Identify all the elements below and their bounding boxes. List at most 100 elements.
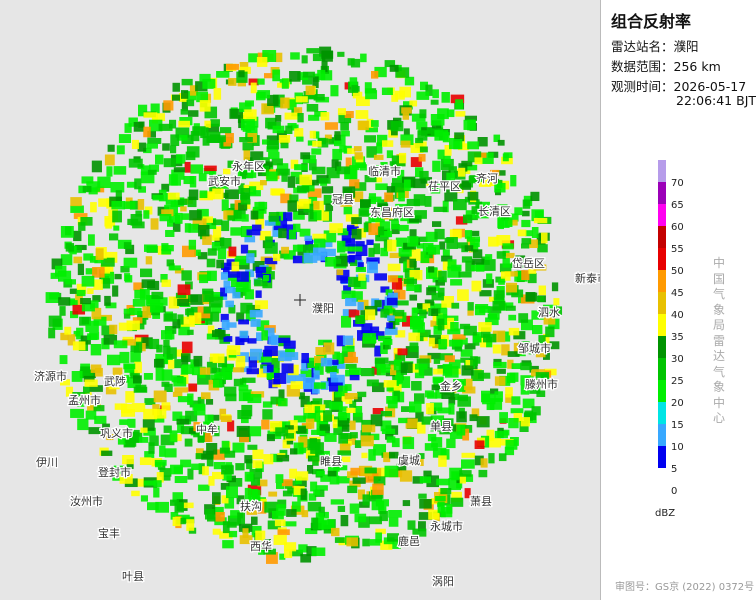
radar-echo	[351, 217, 362, 225]
place-label: 鹿邑	[398, 534, 420, 548]
radar-echo	[371, 366, 381, 375]
radar-echo	[496, 170, 506, 176]
radar-echo	[140, 427, 148, 433]
radar-echo	[188, 239, 197, 250]
radar-echo	[109, 324, 118, 335]
radar-echo	[234, 255, 249, 266]
place-label: 冠县	[332, 193, 354, 206]
radar-echo	[531, 227, 539, 238]
radar-echo	[143, 408, 158, 420]
radar-echo	[228, 271, 241, 278]
radar-echo	[201, 392, 211, 400]
radar-echo	[350, 432, 358, 439]
radar-echo	[202, 218, 217, 230]
radar-echo	[371, 210, 385, 223]
radar-echo	[533, 264, 547, 271]
radar-echo	[332, 351, 340, 360]
radar-echo	[399, 152, 407, 164]
radar-echo	[172, 319, 181, 329]
radar-echo	[433, 303, 447, 309]
radar-echo	[437, 108, 449, 120]
radar-echo	[293, 426, 307, 434]
radar-echo	[197, 252, 208, 260]
radar-echo	[397, 376, 411, 388]
radar-echo	[387, 239, 397, 252]
radar-echo	[426, 475, 439, 488]
radar-echo	[409, 100, 418, 107]
radar-echo	[311, 517, 319, 529]
radar-echo	[244, 109, 257, 121]
radar-echo	[167, 219, 174, 227]
radar-echo	[50, 272, 59, 279]
radar-echo	[543, 333, 550, 344]
radar-echo	[153, 487, 160, 498]
radar-echo	[324, 248, 336, 257]
radar-echo	[355, 266, 367, 273]
radar-echo	[240, 188, 251, 200]
radar-echo	[170, 512, 179, 520]
radar-echo	[492, 300, 506, 311]
radar-echo	[163, 313, 177, 322]
radar-echo	[334, 131, 341, 141]
radar-echo	[391, 278, 403, 290]
radar-echo	[263, 366, 271, 374]
radar-echo	[366, 379, 379, 387]
radar-echo	[409, 229, 417, 240]
radar-echo	[265, 236, 273, 247]
radar-echo	[538, 335, 546, 347]
radar-echo	[458, 163, 468, 172]
radar-echo	[441, 388, 455, 399]
radar-echo	[176, 418, 190, 425]
radar-echo	[252, 261, 265, 271]
radar-echo	[243, 149, 250, 161]
radar-echo	[366, 118, 374, 128]
radar-echo	[181, 99, 188, 112]
radar-echo	[344, 384, 352, 392]
radar-echo	[471, 408, 480, 418]
radar-echo	[483, 333, 497, 343]
field: 观测时间：2026-05-17	[611, 76, 746, 95]
radar-echo	[169, 430, 178, 443]
radar-echo	[504, 446, 515, 456]
radar-echo	[311, 148, 322, 155]
radar-echo	[135, 337, 143, 344]
radar-echo	[347, 148, 356, 154]
radar-echo	[307, 140, 317, 146]
radar-echo	[388, 517, 399, 527]
radar-echo	[457, 289, 469, 301]
radar-echo	[459, 474, 474, 482]
radar-echo	[181, 270, 192, 281]
radar-echo	[500, 271, 511, 281]
radar-echo	[386, 436, 396, 443]
radar-echo	[351, 229, 362, 240]
radar-echo	[214, 237, 225, 247]
radar-echo	[272, 226, 283, 237]
radar-echo	[297, 113, 304, 123]
radar-echo	[403, 128, 410, 136]
legend-tick: 30	[671, 354, 684, 365]
radar-echo	[103, 334, 118, 345]
legend-swatch	[658, 160, 666, 182]
radar-echo	[304, 235, 312, 241]
legend-tick: 50	[671, 266, 684, 277]
radar-echo	[447, 259, 457, 269]
radar-echo	[268, 491, 278, 497]
radar-echo	[206, 443, 218, 455]
radar-echo	[479, 306, 491, 313]
radar-echo	[380, 247, 389, 257]
radar-echo	[406, 198, 420, 207]
radar-echo	[337, 450, 352, 456]
radar-echo	[119, 351, 130, 364]
radar-echo	[286, 371, 296, 384]
radar-echo	[264, 501, 278, 513]
radar-echo	[248, 78, 259, 86]
radar-echo	[387, 315, 395, 322]
radar-echo	[206, 399, 214, 405]
radar-echo	[130, 214, 143, 226]
radar-echo	[184, 438, 193, 447]
radar-echo	[295, 373, 306, 382]
radar-echo	[485, 317, 499, 326]
radar-echo	[387, 533, 399, 542]
radar-echo	[172, 411, 183, 421]
radar-echo	[161, 245, 174, 252]
